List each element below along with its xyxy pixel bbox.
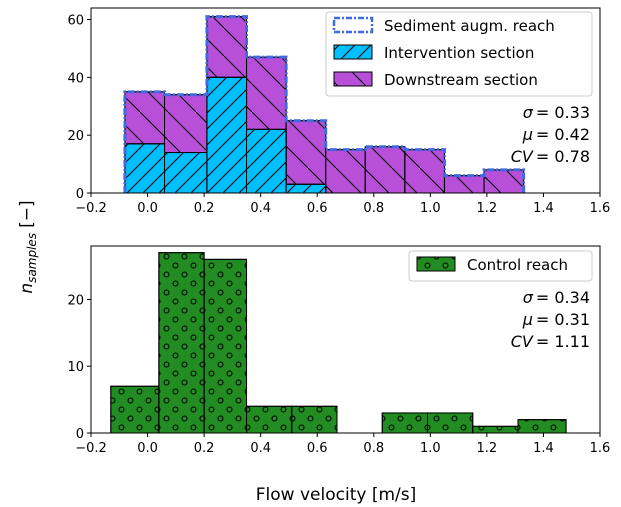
x-tick-label: 0.2 [194,201,215,216]
downstream-bar-hatch [246,56,287,130]
downstream-bar-hatch [325,149,366,194]
stat-annotation: CV = 0.78 [511,147,590,166]
x-tick-label: −0.2 [75,201,107,216]
legend: Sediment augm. reach Intervention section… [325,11,593,97]
stat-value: = 0.78 [536,147,590,166]
stat-value: = 0.33 [536,103,590,122]
legend-label: Downstream section [384,71,538,89]
x-tick-label: 1.2 [477,201,498,216]
downstream-bar-hatch [124,91,166,145]
legend-frame [325,11,593,97]
x-axis-label: Flow velocity [m/s] [256,485,416,505]
stat-symbol: σ [523,288,534,307]
stat-value: = 0.31 [536,310,590,329]
x-tick-label: 0.6 [307,441,328,456]
x-tick-label: 0.8 [363,201,384,216]
downstream-bar-hatch [164,94,208,154]
legend-label: Intervention section [384,44,534,62]
intervention-bar-hatch [246,128,287,194]
y-tick-label: 0 [76,427,84,442]
control-reach-bar-dots [381,412,429,434]
x-tick-label: 1.4 [533,441,554,456]
axes-frame [90,245,601,434]
y-tick-label: 10 [67,360,84,375]
y-axis-label-unit: [−] [17,200,37,228]
x-tick-label: −0.2 [75,441,107,456]
x-tick-label: 1.6 [590,201,611,216]
x-tick-label: 0.4 [250,441,271,456]
stat-value: = 1.11 [536,332,590,351]
control-reach-bar-dots [517,419,567,434]
legend-swatch-control-dots [416,256,456,272]
control-reach-bar-dots [158,252,205,434]
control-reach-bar-dots [472,425,519,434]
control-reach-bar-dots [246,405,293,434]
stat-annotation: μ = 0.42 [522,125,590,144]
y-axis-label-subscript: samples [25,233,39,283]
x-tick-label: 1.0 [420,201,441,216]
x-tick-label: 1.6 [590,441,611,456]
x-tick-label: 1.0 [420,441,441,456]
legend: Control reach [408,250,593,282]
intervention-bar-hatch [206,76,248,194]
y-tick-label: 20 [67,129,84,144]
legend-swatch-intervention-hatch [333,44,373,60]
x-tick-label: 0.4 [250,201,271,216]
downstream-bar-hatch [285,120,327,185]
downstream-bar-hatch [404,149,445,194]
intervention-bar-hatch [285,183,327,194]
stat-annotation: σ = 0.34 [523,288,590,307]
downstream-bar-hatch [364,146,406,194]
top-histogram-panel: −0.2 0.0 0.2 0.4 0.6 0.8 1.0 1.2 1.4 1.6 0 20 40 60 Se… [67,7,611,216]
y-axis-label-n: n [17,283,37,294]
stat-symbol: μ [522,125,533,144]
stat-annotation: CV = 1.11 [511,332,590,351]
y-tick-label: 60 [67,14,84,29]
stat-annotation: μ = 0.31 [522,310,590,329]
sediment-augm-reach-outline [123,15,526,193]
control-reach-bar-dots [427,412,474,434]
control-reach-bar-dots [203,258,248,434]
stat-symbol: CV [511,332,534,351]
x-tick-label: 0.0 [137,441,158,456]
y-tick-label: 20 [67,293,84,308]
stat-value: = 0.34 [536,288,590,307]
y-axis-label: nsamples [−] [17,200,39,293]
x-tick-label: 0.2 [194,441,215,456]
stat-symbol: μ [522,310,533,329]
stat-value: = 0.42 [536,125,590,144]
x-tick-label: 0.6 [307,201,328,216]
control-reach-bar-dots [110,385,160,434]
downstream-bar-hatch [483,169,525,194]
axes-frame [90,7,601,194]
legend-swatch-sediment [332,16,374,34]
x-tick-label: 1.2 [477,441,498,456]
y-tick-label: 40 [67,71,84,86]
bottom-histogram-panel: −0.2 0.0 0.2 0.4 0.6 0.8 1.0 1.2 1.4 1.6 0 10 20 Cont… [67,245,611,456]
legend-label: Control reach [467,256,568,274]
downstream-bar-hatch [443,175,485,194]
downstream-bar-hatch [206,16,248,78]
y-tick-label: 0 [76,187,84,202]
stat-annotation: σ = 0.33 [523,103,590,122]
legend-swatch-downstream-hatch [333,71,373,87]
x-tick-label: 0.0 [137,201,158,216]
control-reach-bar-dots [291,405,338,434]
stat-symbol: CV [511,147,534,166]
intervention-bar-hatch [124,143,166,194]
intervention-bar-hatch [164,152,208,194]
legend-label: Sediment augm. reach [384,17,555,35]
x-tick-label: 1.4 [533,201,554,216]
x-tick-label: 0.8 [363,441,384,456]
stat-symbol: σ [523,103,534,122]
